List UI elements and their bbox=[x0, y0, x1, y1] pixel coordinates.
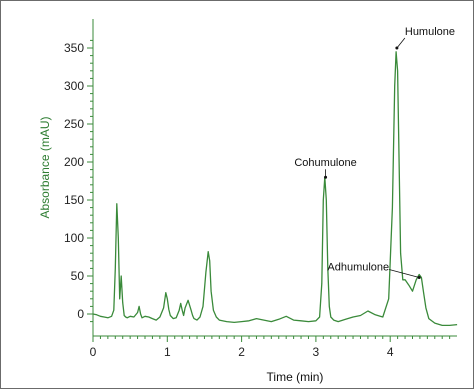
y-tick-label: 200 bbox=[64, 155, 84, 169]
x-tick-label: 2 bbox=[238, 345, 245, 359]
y-tick-label: 100 bbox=[64, 231, 84, 245]
x-tick-label: 4 bbox=[387, 345, 394, 359]
y-tick-label: 0 bbox=[77, 307, 84, 321]
humulone-label: Humulone bbox=[405, 26, 455, 38]
chromatogram-line bbox=[92, 51, 458, 327]
adhumulone-label: Adhumulone bbox=[327, 262, 389, 274]
y-tick-label: 250 bbox=[64, 117, 84, 131]
y-ticks: 0 50 100 150 200 250 300 350 bbox=[64, 39, 93, 323]
y-axis-title: Absorbance (mAU) bbox=[38, 116, 52, 218]
adhumulone-marker bbox=[417, 276, 421, 280]
x-tick-label: 3 bbox=[313, 345, 320, 359]
cohumulone-label: Cohumulone bbox=[294, 157, 356, 169]
cohumulone-marker bbox=[324, 175, 328, 179]
axes-layer bbox=[92, 19, 457, 337]
y-tick-label: 50 bbox=[71, 269, 85, 283]
humulone-leader bbox=[396, 37, 406, 49]
y-tick-label: 300 bbox=[64, 79, 84, 93]
adhumulone-leader bbox=[389, 269, 420, 278]
peak-annotations: Humulone Cohumulone Adhumulone bbox=[294, 26, 455, 280]
y-tick-label: 350 bbox=[64, 41, 84, 55]
x-tick-label: 1 bbox=[164, 345, 171, 359]
x-axis-title: Time (min) bbox=[267, 370, 324, 384]
y-tick-label: 150 bbox=[64, 193, 84, 207]
humulone-marker bbox=[395, 46, 399, 50]
x-tick-label: 0 bbox=[90, 345, 97, 359]
x-ticks: 0 1 2 3 4 bbox=[90, 336, 451, 359]
